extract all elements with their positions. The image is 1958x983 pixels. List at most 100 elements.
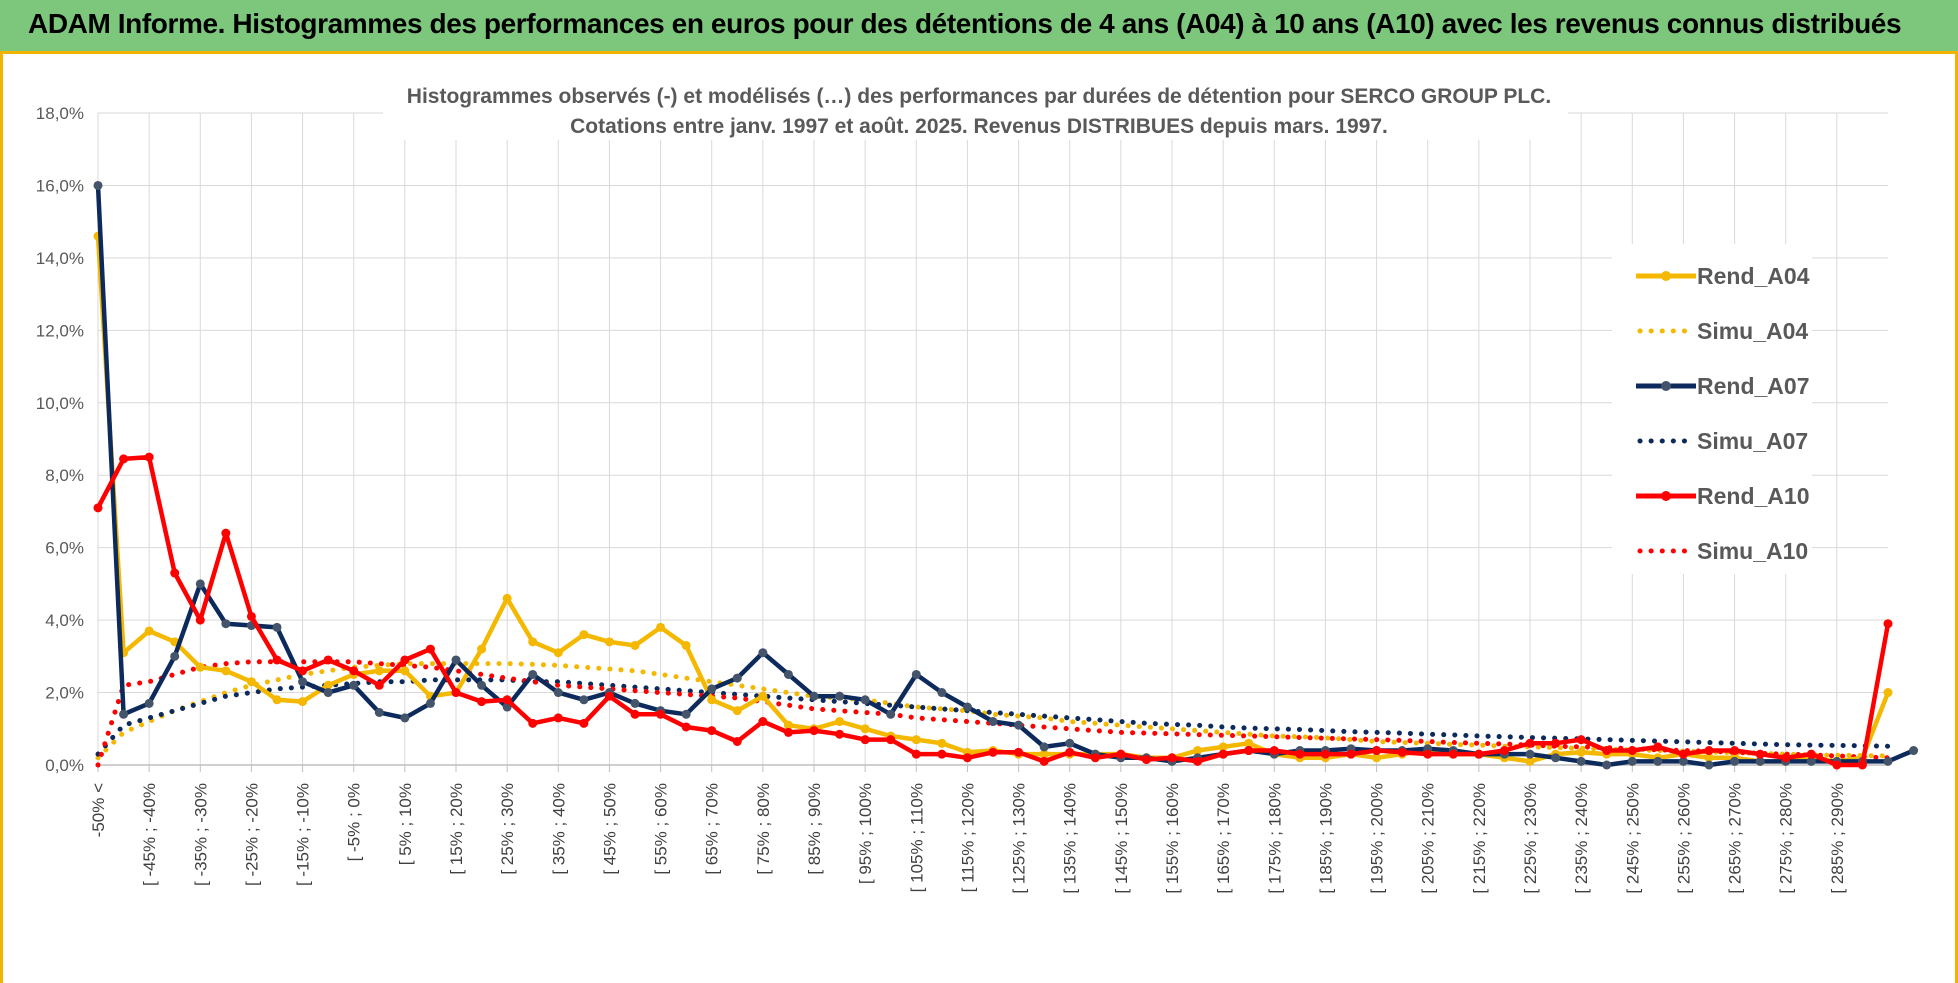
data-point	[1423, 749, 1433, 759]
legend-marker	[1661, 271, 1671, 281]
data-point	[1448, 749, 1458, 759]
data-point	[1525, 756, 1535, 766]
x-tick-label: [ 285% ; 290%	[1828, 783, 1847, 894]
data-point	[937, 738, 947, 748]
data-point	[195, 615, 205, 625]
data-point	[553, 648, 563, 658]
data-point	[144, 626, 154, 636]
data-point	[93, 503, 103, 513]
chart-title-line: Cotations entre janv. 1997 et août. 2025…	[570, 115, 1388, 138]
x-tick-label: [ 245% ; 250%	[1623, 783, 1642, 894]
x-tick-label: -50% <	[89, 783, 108, 837]
data-point	[732, 673, 742, 683]
data-point	[374, 666, 384, 676]
data-point	[298, 677, 308, 687]
data-point	[1065, 747, 1075, 757]
data-point	[1090, 753, 1100, 763]
chart-title: Histogrammes observés (-) et modélisés (…	[383, 76, 1568, 140]
data-point	[1244, 738, 1254, 748]
data-point	[732, 736, 742, 746]
x-tick-label: [ 115% ; 120%	[958, 783, 977, 892]
data-point	[1269, 746, 1279, 756]
data-point	[1397, 747, 1407, 757]
data-point	[1039, 749, 1049, 759]
data-point	[1193, 746, 1203, 756]
data-point	[425, 698, 435, 708]
data-point	[1551, 753, 1561, 763]
data-point	[783, 720, 793, 730]
data-point	[1653, 742, 1663, 752]
data-point	[604, 637, 614, 647]
data-point	[1116, 749, 1126, 759]
series-line-Simu_A07	[95, 677, 1891, 757]
x-tick-label: [ 215% ; 220%	[1470, 783, 1489, 894]
data-point	[477, 697, 487, 707]
data-point	[1014, 747, 1024, 757]
data-point	[425, 644, 435, 654]
legend-marker	[1661, 491, 1671, 501]
data-point	[681, 709, 691, 719]
data-point	[707, 726, 717, 736]
x-tick-label: [ 175% ; 180%	[1265, 783, 1284, 894]
x-tick-label: [ 5% ; 10%	[396, 783, 415, 865]
data-point	[1602, 746, 1612, 756]
data-point	[1857, 760, 1867, 770]
series-Simu_A07	[95, 677, 1891, 757]
data-point	[502, 593, 512, 603]
data-point	[1755, 756, 1765, 766]
data-point	[400, 666, 410, 676]
data-point	[579, 695, 589, 705]
data-point	[835, 729, 845, 739]
data-point	[1909, 746, 1919, 756]
data-point	[758, 691, 768, 701]
data-point	[1141, 755, 1151, 765]
x-tick-label: [ 25% ; 30%	[498, 783, 517, 875]
x-axis: -50% < [ -45% ; -40% [ -35% ; -30% [ -25% ;…	[89, 764, 1888, 894]
data-point	[809, 691, 819, 701]
data-point	[962, 702, 972, 712]
data-point	[323, 655, 333, 665]
legend-label-Rend_A10: Rend_A10	[1697, 483, 1809, 509]
chart-title-background	[383, 76, 1568, 140]
data-point	[221, 528, 231, 538]
data-point	[656, 709, 666, 719]
data-point	[170, 568, 180, 578]
x-tick-label: [ 55% ; 60%	[652, 783, 671, 875]
chart-title-line: Histogrammes observés (-) et modélisés (…	[407, 85, 1551, 108]
data-point	[758, 648, 768, 658]
data-point	[1320, 749, 1330, 759]
data-point	[1678, 756, 1688, 766]
x-tick-label: [ 165% ; 170%	[1214, 783, 1233, 894]
y-tick-label: 0,0%	[45, 756, 84, 775]
data-point	[835, 717, 845, 727]
data-point	[170, 651, 180, 661]
x-tick-label: [ 255% ; 260%	[1674, 783, 1693, 894]
data-point	[732, 706, 742, 716]
data-point	[860, 724, 870, 734]
data-point	[835, 691, 845, 701]
data-point	[1730, 746, 1740, 756]
x-tick-label: [ 105% ; 110%	[907, 783, 926, 892]
data-point	[195, 579, 205, 589]
data-point	[1832, 760, 1842, 770]
data-point	[195, 662, 205, 672]
data-point	[886, 735, 896, 745]
y-tick-label: 14,0%	[36, 249, 84, 268]
data-point	[758, 717, 768, 727]
data-point	[1499, 746, 1509, 756]
x-tick-label: [ 65% ; 70%	[703, 783, 722, 875]
data-point	[1218, 742, 1228, 752]
data-point	[221, 619, 231, 629]
x-tick-label: [ 265% ; 270%	[1726, 783, 1745, 894]
data-point	[1627, 756, 1637, 766]
legend-background	[1612, 244, 1812, 574]
x-tick-label: [ 15% ; 20%	[447, 783, 466, 875]
data-point	[1704, 746, 1714, 756]
y-tick-label: 8,0%	[45, 466, 84, 485]
data-point	[1602, 760, 1612, 770]
data-point	[988, 747, 998, 757]
data-point	[1755, 749, 1765, 759]
data-point	[681, 640, 691, 650]
x-tick-label: [ 35% ; 40%	[549, 783, 568, 875]
data-point	[1039, 756, 1049, 766]
